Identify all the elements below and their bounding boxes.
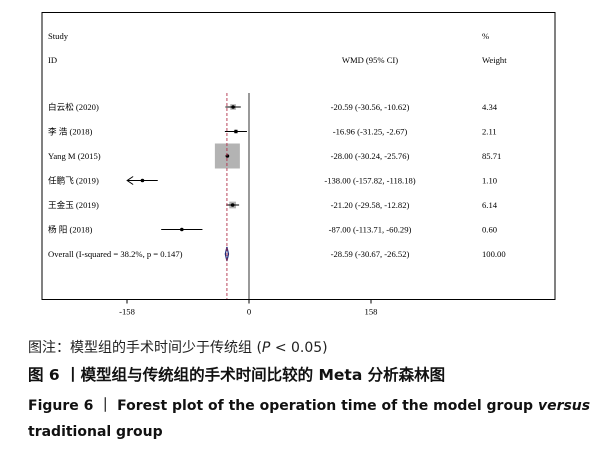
- header-weight: Weight: [482, 55, 507, 65]
- point-estimate: [231, 105, 235, 109]
- study-label: 李 浩 (2018): [48, 126, 93, 137]
- study-label: 白云松 (2020): [48, 101, 99, 112]
- study-weight: 6.14: [482, 200, 498, 210]
- note-suffix: < 0.05): [270, 340, 328, 356]
- forest-plot: Study ID WMD (95% CI) % Weight 白云松 (2020…: [41, 12, 556, 317]
- point-estimate: [225, 154, 230, 158]
- study-label: Yang M (2015): [48, 151, 101, 161]
- caption-en-part2: traditional group: [28, 424, 163, 440]
- caption-english: Figure 6 ｜ Forest plot of the operation …: [28, 393, 598, 445]
- x-tick-label: 158: [365, 307, 378, 317]
- study-weight: 4.34: [482, 102, 498, 112]
- study-ci-text: -138.00 (-157.82, -118.18): [324, 176, 415, 186]
- header-id: ID: [48, 55, 57, 65]
- header-study: Study: [48, 31, 69, 41]
- point-estimate: [140, 178, 145, 183]
- study-weight: 0.60: [482, 225, 497, 235]
- study-ci-text: -21.20 (-29.58, -12.82): [331, 200, 410, 210]
- point-estimate: [230, 203, 235, 207]
- caption-chinese: 图 6 丨模型组与传统组的手术时间比较的 Meta 分析森林图: [28, 366, 446, 384]
- header-percent: %: [482, 31, 489, 41]
- caption-en-versus: versus: [537, 398, 591, 414]
- study-weight: 85.71: [482, 151, 501, 161]
- header-effect: WMD (95% CI): [342, 55, 398, 65]
- study-label: 任鹏飞 (2019): [48, 175, 99, 186]
- study-label: 王金玉 (2019): [48, 199, 99, 210]
- x-tick-label: 0: [247, 307, 251, 317]
- overall-weight: 100.00: [482, 249, 506, 259]
- study-ci-text: -20.59 (-30.56, -10.62): [331, 102, 410, 112]
- figure-note: 图注：模型组的手术时间少于传统组 (P < 0.05): [28, 337, 328, 357]
- caption-en-part1: Figure 6 ｜ Forest plot of the operation …: [28, 398, 538, 414]
- study-weight: 1.10: [482, 176, 497, 186]
- study-ci-text: -16.96 (-31.25, -2.67): [333, 127, 408, 137]
- overall-ci-text: -28.59 (-30.67, -26.52): [331, 249, 410, 259]
- note-prefix: 图注：模型组的手术时间少于传统组 (: [28, 340, 262, 356]
- study-ci-text: -28.00 (-30.24, -25.76): [331, 151, 410, 161]
- note-p: P: [261, 340, 271, 356]
- study-label: 杨 阳 (2018): [48, 224, 93, 235]
- point-estimate: [180, 227, 184, 232]
- study-weight: 2.11: [482, 127, 497, 137]
- x-tick-label: -158: [119, 307, 135, 317]
- point-estimate: [234, 129, 238, 134]
- ci-arrow: [126, 176, 134, 185]
- overall-label: Overall (I-squared = 38.2%, p = 0.147): [48, 249, 183, 259]
- study-ci-text: -87.00 (-113.71, -60.29): [329, 225, 412, 235]
